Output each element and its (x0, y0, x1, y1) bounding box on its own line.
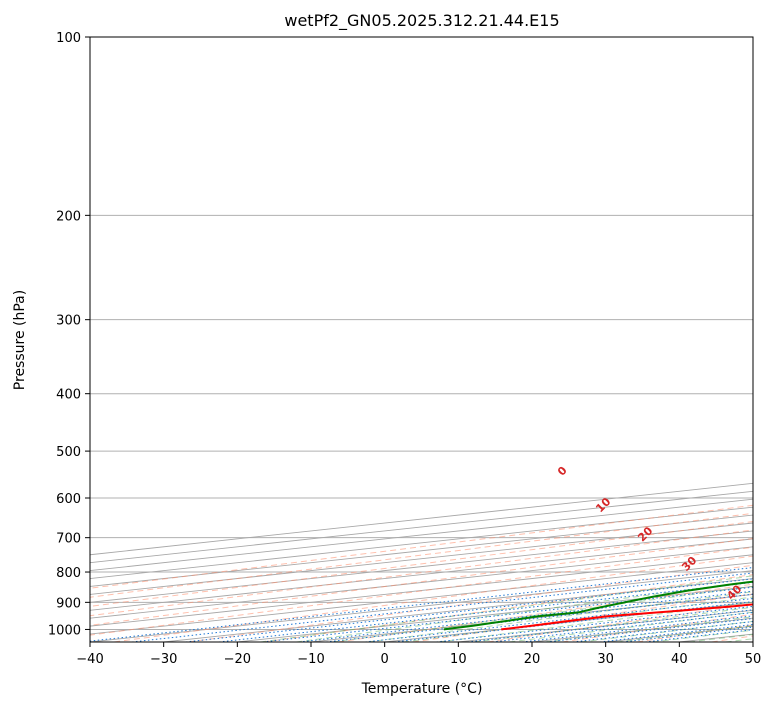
isotherm-gridline (90, 490, 753, 564)
dry-adiabat-line (90, 538, 753, 626)
x-tick-label: 10 (450, 652, 467, 667)
isotherm-gridline (90, 530, 753, 603)
isotherm-gridline (90, 522, 753, 595)
plot-area: -100-90-80-70-60-50-40-30-20-100.10.20.4… (90, 37, 753, 642)
y-tick-label: 1000 (48, 623, 81, 638)
isotherm-gridline (90, 482, 753, 556)
mixing-ratio-line (522, 615, 753, 642)
mixing-ratio-line (185, 578, 753, 642)
y-tick-label: 400 (56, 388, 81, 403)
isotherm-gridline (90, 498, 753, 572)
y-tick-label: 200 (56, 209, 81, 224)
y-tick-label: 900 (56, 596, 81, 611)
x-tick-label: −10 (297, 652, 324, 667)
x-tick-label: −20 (224, 652, 251, 667)
y-tick-label: 800 (56, 566, 81, 581)
x-tick-label: 20 (524, 652, 541, 667)
mixing-ratio-line (492, 612, 753, 642)
isotherm-gridline (90, 506, 753, 579)
y-tick-label: 300 (56, 314, 81, 329)
x-tick-label: −30 (150, 652, 177, 667)
dry-adiabat-line (114, 555, 753, 642)
mixing-ratio-line (131, 572, 753, 642)
y-tick-label: 100 (56, 31, 81, 46)
dry-adiabat-line (188, 564, 753, 642)
plot-frame (89, 36, 754, 643)
moist-adiabat-line (332, 585, 753, 642)
moist-adiabat-line (367, 591, 753, 642)
y-tick-label: 600 (56, 492, 81, 507)
dry-adiabat-line (90, 529, 753, 617)
y-axis-label: Pressure (hPa) (12, 290, 28, 390)
x-tick-label: 30 (597, 652, 614, 667)
x-tick-label: 0 (381, 652, 389, 667)
x-tick-label: −40 (76, 652, 103, 667)
chart-title: wetPf2_GN05.2025.312.21.44.E15 (284, 11, 559, 31)
y-tick-label: 700 (56, 532, 81, 547)
dry-adiabat-line (412, 593, 753, 642)
y-axis: 100 200 300 400 500 600 700 800 900 1000 (48, 31, 90, 638)
x-axis: −40 −30 −20 −10 0 10 20 30 40 50 (76, 642, 761, 667)
isotherm-gridline (90, 514, 753, 587)
x-axis-label: Temperature (°C) (361, 681, 483, 697)
y-tick-label: 500 (56, 445, 81, 460)
x-tick-label: 40 (671, 652, 688, 667)
x-tick-label: 50 (745, 652, 762, 667)
mixing-ratio-line (90, 567, 753, 642)
